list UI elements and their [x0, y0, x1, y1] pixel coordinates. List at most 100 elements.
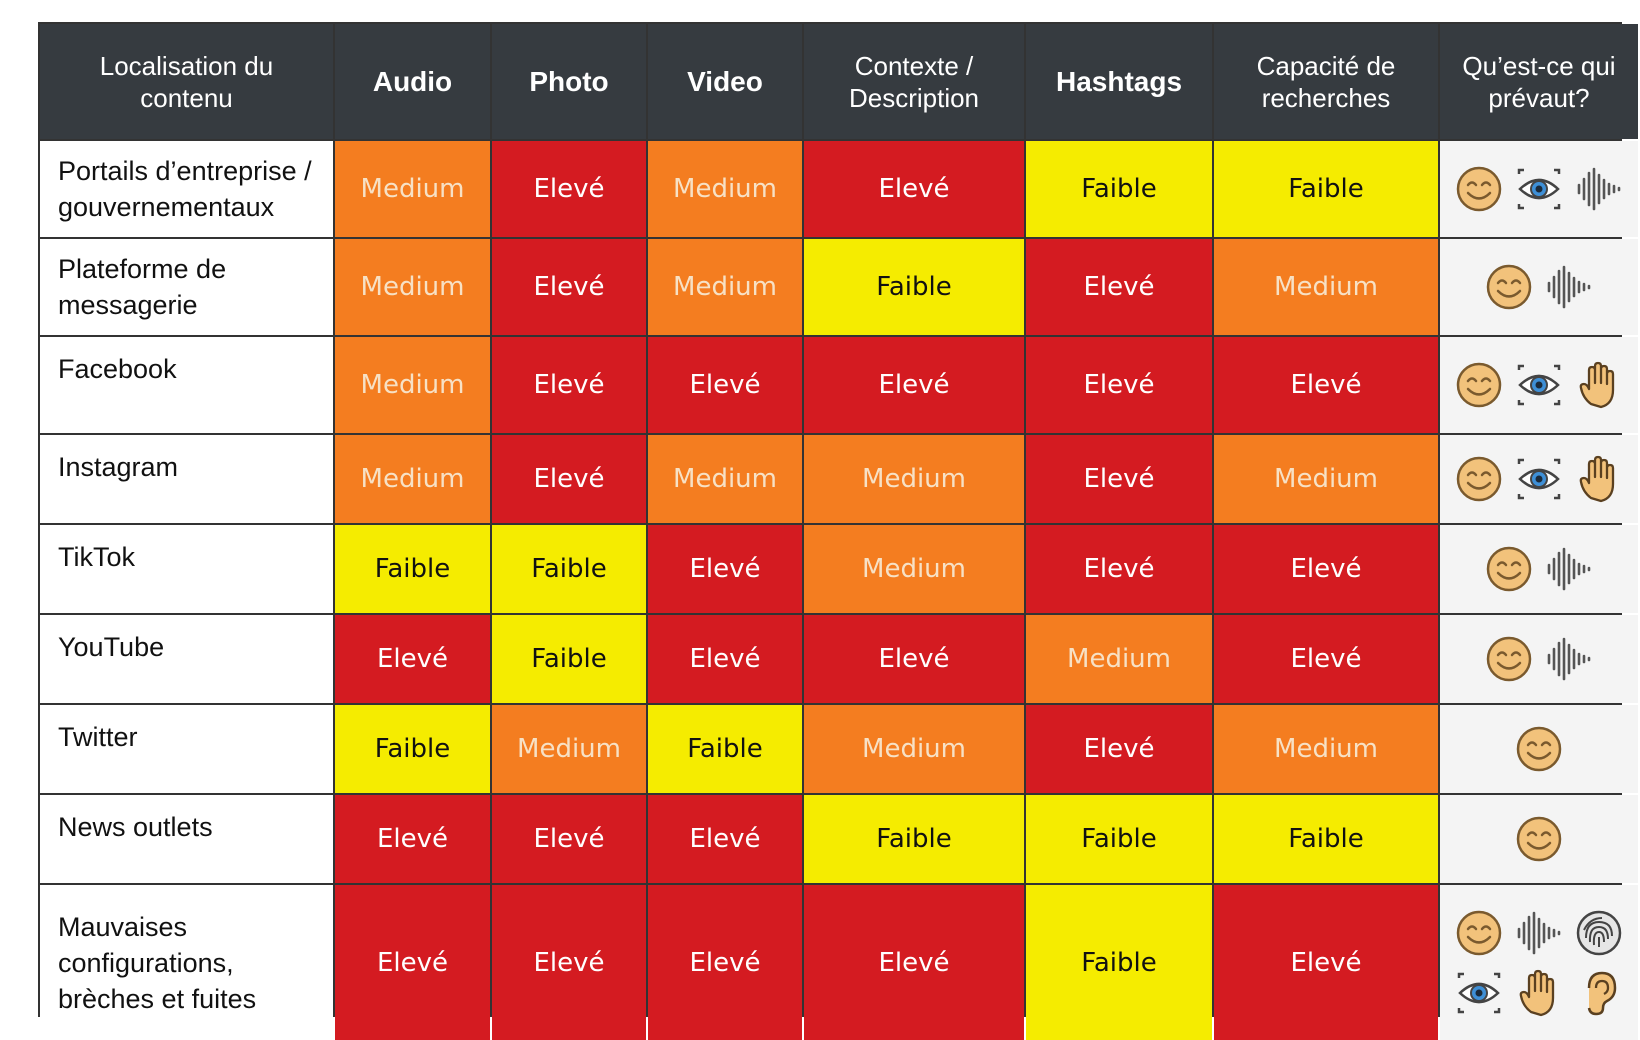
cell-instagram-photo: Elevé [492, 435, 646, 523]
cell-instagram-contexte-description: Medium [804, 435, 1024, 523]
cell-youtube-hashtags: Medium [1026, 615, 1212, 703]
cell-youtube-audio: Elevé [335, 615, 490, 703]
header-audio: Audio [335, 24, 490, 139]
smiley-icon [1484, 634, 1534, 684]
prevails-icons-portails-d-entreprise-gouvernementaux [1440, 141, 1638, 237]
cell-instagram-capacite-de-recherches: Medium [1214, 435, 1438, 523]
header-search: Capacité de recherches [1214, 24, 1438, 139]
smiley-icon [1514, 724, 1564, 774]
cell-youtube-contexte-description: Elevé [804, 615, 1024, 703]
row-label-twitter: Twitter [40, 705, 333, 793]
cell-facebook-audio: Medium [335, 337, 490, 433]
row-label-portails-d-entreprise-gouvernementaux: Portails d’entreprise / gouvernementaux [40, 141, 333, 237]
cell-mauvaises-configurations-breches-et-fuites-photo: Elevé [492, 885, 646, 1040]
hand-icon [1514, 968, 1564, 1018]
cell-news-outlets-contexte-description: Faible [804, 795, 1024, 883]
cell-twitter-video: Faible [648, 705, 802, 793]
cell-tiktok-photo: Faible [492, 525, 646, 613]
cell-plateforme-de-messagerie-hashtags: Elevé [1026, 239, 1212, 335]
header-video: Video [648, 24, 802, 139]
cell-news-outlets-hashtags: Faible [1026, 795, 1212, 883]
cell-instagram-hashtags: Elevé [1026, 435, 1212, 523]
hand-icon [1574, 454, 1624, 504]
smiley-icon [1454, 360, 1504, 410]
eye-icon [1514, 360, 1564, 410]
sound-wave-icon [1544, 544, 1594, 594]
cell-portails-d-entreprise-gouvernementaux-photo: Elevé [492, 141, 646, 237]
header-hashtags: Hashtags [1026, 24, 1212, 139]
cell-instagram-video: Medium [648, 435, 802, 523]
row-label-instagram: Instagram [40, 435, 333, 523]
row-label-mauvaises-configurations-breches-et-fuites: Mauvaises configurations, brèches et fui… [40, 885, 333, 1040]
sound-wave-icon [1514, 908, 1564, 958]
smiley-icon [1454, 454, 1504, 504]
sound-wave-icon [1544, 634, 1594, 684]
fingerprint-icon [1574, 908, 1624, 958]
cell-mauvaises-configurations-breches-et-fuites-contexte-description: Elevé [804, 885, 1024, 1040]
sound-wave-icon [1544, 262, 1594, 312]
cell-news-outlets-capacite-de-recherches: Faible [1214, 795, 1438, 883]
prevails-icons-plateforme-de-messagerie [1440, 239, 1638, 335]
cell-mauvaises-configurations-breches-et-fuites-capacite-de-recherches: Elevé [1214, 885, 1438, 1040]
cell-facebook-capacite-de-recherches: Elevé [1214, 337, 1438, 433]
row-label-facebook: Facebook [40, 337, 333, 433]
sound-wave-icon [1574, 164, 1624, 214]
cell-portails-d-entreprise-gouvernementaux-contexte-description: Elevé [804, 141, 1024, 237]
hand-icon [1574, 360, 1624, 410]
prevails-icons-mauvaises-configurations-breches-et-fuites [1440, 885, 1638, 1040]
header-prevails: Qu’est-ce qui prévaut? [1440, 24, 1638, 139]
cell-youtube-video: Elevé [648, 615, 802, 703]
cell-plateforme-de-messagerie-audio: Medium [335, 239, 490, 335]
cell-tiktok-audio: Faible [335, 525, 490, 613]
row-label-youtube: YouTube [40, 615, 333, 703]
cell-portails-d-entreprise-gouvernementaux-video: Medium [648, 141, 802, 237]
smiley-icon [1484, 262, 1534, 312]
cell-facebook-hashtags: Elevé [1026, 337, 1212, 433]
cell-twitter-hashtags: Elevé [1026, 705, 1212, 793]
cell-twitter-photo: Medium [492, 705, 646, 793]
cell-portails-d-entreprise-gouvernementaux-hashtags: Faible [1026, 141, 1212, 237]
smiley-icon [1514, 814, 1564, 864]
cell-twitter-audio: Faible [335, 705, 490, 793]
cell-plateforme-de-messagerie-capacite-de-recherches: Medium [1214, 239, 1438, 335]
cell-facebook-video: Elevé [648, 337, 802, 433]
eye-icon [1514, 454, 1564, 504]
prevails-icons-facebook [1440, 337, 1638, 433]
header-context: Contexte / Description [804, 24, 1024, 139]
eye-icon [1454, 968, 1504, 1018]
cell-news-outlets-audio: Elevé [335, 795, 490, 883]
eye-icon [1514, 164, 1564, 214]
cell-youtube-capacite-de-recherches: Elevé [1214, 615, 1438, 703]
header-location: Localisation du contenu [40, 24, 333, 139]
prevails-icons-tiktok [1440, 525, 1638, 613]
prevails-icons-youtube [1440, 615, 1638, 703]
cell-twitter-capacite-de-recherches: Medium [1214, 705, 1438, 793]
cell-facebook-contexte-description: Elevé [804, 337, 1024, 433]
cell-news-outlets-video: Elevé [648, 795, 802, 883]
prevails-icons-instagram [1440, 435, 1638, 523]
cell-portails-d-entreprise-gouvernementaux-capacite-de-recherches: Faible [1214, 141, 1438, 237]
smiley-icon [1484, 544, 1534, 594]
cell-youtube-photo: Faible [492, 615, 646, 703]
cell-tiktok-video: Elevé [648, 525, 802, 613]
cell-tiktok-contexte-description: Medium [804, 525, 1024, 613]
row-label-news-outlets: News outlets [40, 795, 333, 883]
risk-matrix-table: Localisation du contenu Audio Photo Vide… [38, 22, 1638, 1040]
row-label-plateforme-de-messagerie: Plateforme de messagerie [40, 239, 333, 335]
cell-tiktok-capacite-de-recherches: Elevé [1214, 525, 1438, 613]
cell-mauvaises-configurations-breches-et-fuites-hashtags: Faible [1026, 885, 1212, 1040]
cell-plateforme-de-messagerie-video: Medium [648, 239, 802, 335]
header-photo: Photo [492, 24, 646, 139]
row-label-tiktok: TikTok [40, 525, 333, 613]
prevails-icons-twitter [1440, 705, 1638, 793]
cell-facebook-photo: Elevé [492, 337, 646, 433]
ear-icon [1574, 968, 1624, 1018]
cell-portails-d-entreprise-gouvernementaux-audio: Medium [335, 141, 490, 237]
cell-instagram-audio: Medium [335, 435, 490, 523]
cell-twitter-contexte-description: Medium [804, 705, 1024, 793]
cell-mauvaises-configurations-breches-et-fuites-video: Elevé [648, 885, 802, 1040]
cell-plateforme-de-messagerie-photo: Elevé [492, 239, 646, 335]
prevails-icons-news-outlets [1440, 795, 1638, 883]
smiley-icon [1454, 164, 1504, 214]
cell-tiktok-hashtags: Elevé [1026, 525, 1212, 613]
